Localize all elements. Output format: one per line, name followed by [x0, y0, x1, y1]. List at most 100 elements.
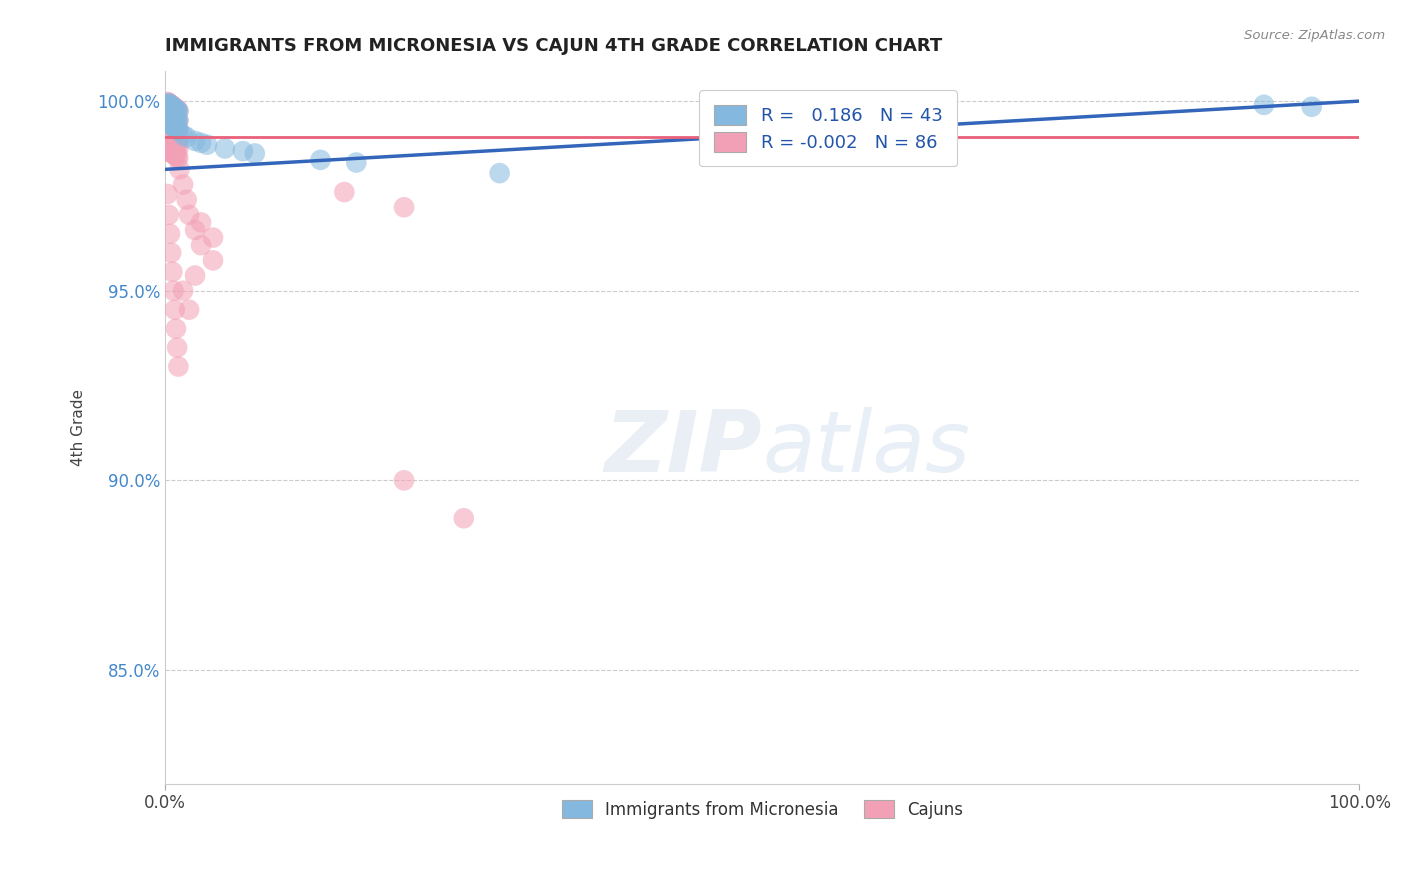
Point — [177, 208, 200, 222]
Point — [167, 122, 190, 136]
Point — [344, 155, 367, 169]
Point — [163, 102, 186, 116]
Point — [184, 268, 207, 283]
Point — [392, 200, 415, 214]
Point — [160, 136, 183, 150]
Point — [160, 118, 183, 132]
Point — [167, 151, 190, 165]
Point — [157, 124, 180, 138]
Point — [162, 146, 184, 161]
Text: ZIP: ZIP — [605, 407, 762, 490]
Point — [201, 253, 224, 268]
Point — [184, 134, 207, 148]
Point — [157, 95, 180, 110]
Point — [159, 106, 181, 120]
Point — [162, 136, 184, 151]
Point — [232, 144, 254, 158]
Y-axis label: 4th Grade: 4th Grade — [72, 389, 86, 466]
Point — [165, 103, 187, 117]
Point — [159, 98, 181, 112]
Point — [167, 103, 190, 118]
Point — [167, 141, 190, 155]
Point — [156, 95, 179, 109]
Point — [163, 110, 186, 124]
Point — [162, 109, 184, 123]
Point — [172, 284, 194, 298]
Point — [160, 98, 183, 112]
Point — [243, 146, 266, 161]
Point — [160, 107, 183, 121]
Point — [166, 341, 188, 355]
Point — [157, 96, 180, 111]
Point — [160, 126, 183, 140]
Point — [160, 108, 183, 122]
Point — [177, 302, 200, 317]
Point — [162, 100, 184, 114]
Point — [156, 95, 179, 110]
Point — [163, 128, 186, 143]
Point — [156, 186, 179, 201]
Point — [162, 265, 184, 279]
Point — [157, 134, 180, 148]
Point — [157, 105, 180, 120]
Point — [162, 128, 184, 143]
Point — [165, 121, 187, 136]
Point — [166, 112, 188, 127]
Point — [1301, 100, 1323, 114]
Point — [190, 215, 212, 229]
Point — [169, 162, 191, 177]
Point — [176, 193, 198, 207]
Point — [157, 106, 180, 120]
Point — [392, 473, 415, 487]
Point — [163, 120, 186, 135]
Point — [165, 111, 187, 125]
Point — [156, 133, 179, 147]
Point — [172, 128, 194, 143]
Point — [167, 104, 190, 119]
Point — [159, 117, 181, 131]
Point — [163, 138, 186, 153]
Point — [162, 120, 184, 134]
Point — [159, 97, 181, 112]
Text: atlas: atlas — [762, 407, 970, 490]
Point — [163, 148, 186, 162]
Point — [162, 98, 184, 112]
Point — [162, 110, 184, 124]
Point — [162, 109, 184, 123]
Point — [159, 227, 181, 241]
Point — [167, 113, 190, 128]
Point — [156, 115, 179, 129]
Point — [167, 132, 190, 146]
Point — [156, 105, 179, 120]
Point — [159, 144, 181, 158]
Point — [176, 130, 198, 145]
Point — [167, 359, 190, 374]
Point — [162, 101, 184, 115]
Point — [157, 144, 180, 158]
Point — [214, 141, 236, 155]
Point — [162, 100, 184, 114]
Point — [162, 119, 184, 133]
Point — [166, 150, 188, 164]
Point — [162, 147, 184, 161]
Point — [160, 98, 183, 112]
Point — [165, 139, 187, 153]
Point — [309, 153, 332, 167]
Point — [162, 118, 184, 132]
Point — [163, 120, 186, 134]
Point — [167, 123, 190, 137]
Point — [166, 140, 188, 154]
Point — [166, 103, 188, 118]
Point — [453, 511, 475, 525]
Text: IMMIGRANTS FROM MICRONESIA VS CAJUN 4TH GRADE CORRELATION CHART: IMMIGRANTS FROM MICRONESIA VS CAJUN 4TH … — [166, 37, 942, 55]
Point — [165, 112, 187, 126]
Point — [160, 145, 183, 160]
Point — [160, 117, 183, 131]
Point — [163, 101, 186, 115]
Point — [166, 121, 188, 136]
Point — [167, 113, 190, 128]
Point — [157, 208, 180, 222]
Point — [156, 104, 179, 119]
Legend: Immigrants from Micronesia, Cajuns: Immigrants from Micronesia, Cajuns — [555, 793, 970, 825]
Point — [195, 137, 218, 152]
